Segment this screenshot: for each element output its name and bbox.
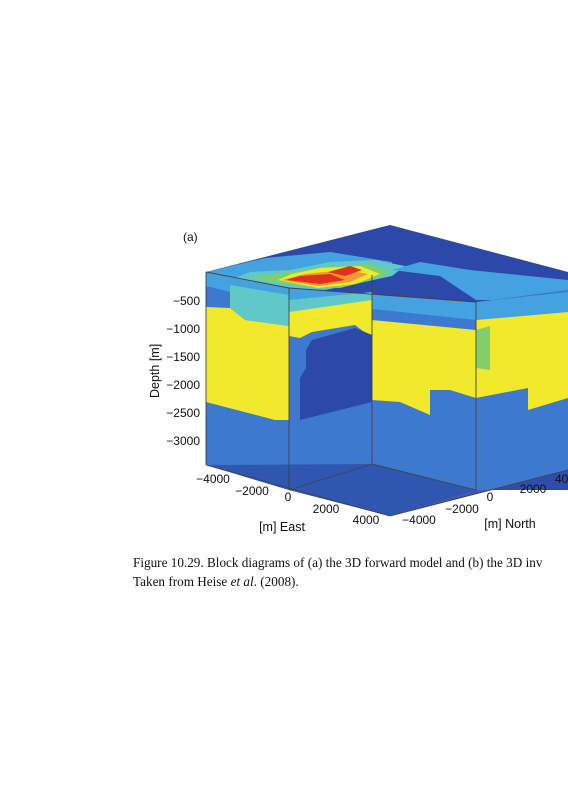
caption-line-1: Figure 10.29. Block diagrams of (a) the …: [133, 555, 543, 570]
right-face: [476, 290, 568, 490]
depth-tick: −1500: [166, 350, 200, 364]
block-diagram-figure: (a): [148, 225, 568, 534]
east-tick: −2000: [235, 484, 269, 498]
left-face: [206, 272, 289, 490]
panel-label: (a): [183, 230, 198, 244]
depth-tick: −3000: [166, 434, 200, 448]
top-face: [206, 225, 568, 302]
north-tick: 40: [555, 472, 568, 486]
north-axis: −4000 −2000 0 2000 40 [m] North: [402, 472, 568, 531]
caption-line-2-start: Taken from Heise: [133, 574, 231, 589]
north-axis-label: [m] North: [484, 517, 535, 531]
north-tick: 2000: [520, 482, 547, 496]
figure-caption: Figure 10.29. Block diagrams of (a) the …: [133, 553, 568, 591]
cube-edges: [205, 271, 568, 517]
depth-tick: −500: [173, 294, 200, 308]
depth-tick: −2000: [166, 378, 200, 392]
north-tick: 0: [487, 490, 494, 504]
depth-axis-label: Depth [m]: [148, 344, 162, 398]
caption-line-2-end: . (2008).: [253, 574, 299, 589]
east-tick: 4000: [353, 513, 380, 527]
depth-tick: −1000: [166, 322, 200, 336]
east-tick: −4000: [196, 472, 230, 486]
north-tick: −2000: [445, 502, 479, 516]
east-axis: −4000 −2000 0 2000 4000 [m] East: [196, 472, 380, 534]
east-axis-label: [m] East: [259, 520, 305, 534]
depth-tick: −2500: [166, 406, 200, 420]
east-tick: 0: [285, 490, 292, 504]
depth-axis: −500 −1000 −1500 −2000 −2500 −3000 Depth…: [148, 294, 200, 448]
east-tick: 2000: [313, 502, 340, 516]
floor: [206, 464, 568, 516]
front-face: [289, 288, 476, 490]
caption-italic: et al: [230, 574, 254, 589]
north-tick: −4000: [402, 513, 436, 527]
caption-line-2: Taken from Heise et al. (2008).: [133, 572, 568, 591]
